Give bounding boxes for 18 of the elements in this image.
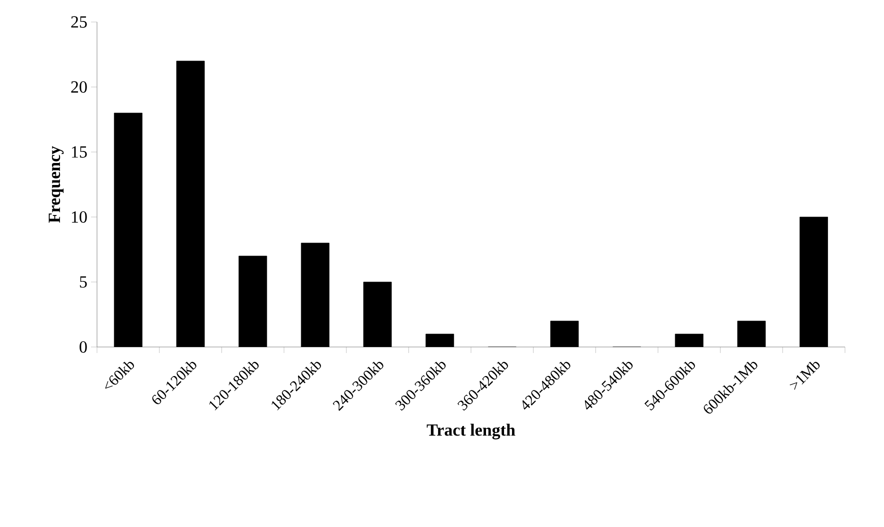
bar bbox=[800, 216, 828, 347]
y-tick-label: 25 bbox=[71, 16, 87, 28]
bar bbox=[114, 112, 142, 347]
bar bbox=[426, 334, 454, 347]
y-tick-label: 0 bbox=[80, 341, 87, 353]
y-tick-label: 15 bbox=[72, 146, 87, 158]
bar bbox=[737, 320, 766, 347]
y-tick-label: 20 bbox=[71, 81, 87, 93]
bar bbox=[300, 242, 330, 347]
x-axis-title: Tract length bbox=[426, 424, 516, 440]
bar bbox=[674, 334, 704, 347]
bar bbox=[238, 256, 268, 347]
y-axis-title: Frequency bbox=[48, 146, 64, 223]
bar bbox=[550, 320, 579, 347]
bar bbox=[363, 282, 392, 347]
bar bbox=[176, 60, 205, 347]
y-tick-label: 5 bbox=[80, 276, 87, 288]
y-tick-label: 10 bbox=[72, 211, 87, 223]
